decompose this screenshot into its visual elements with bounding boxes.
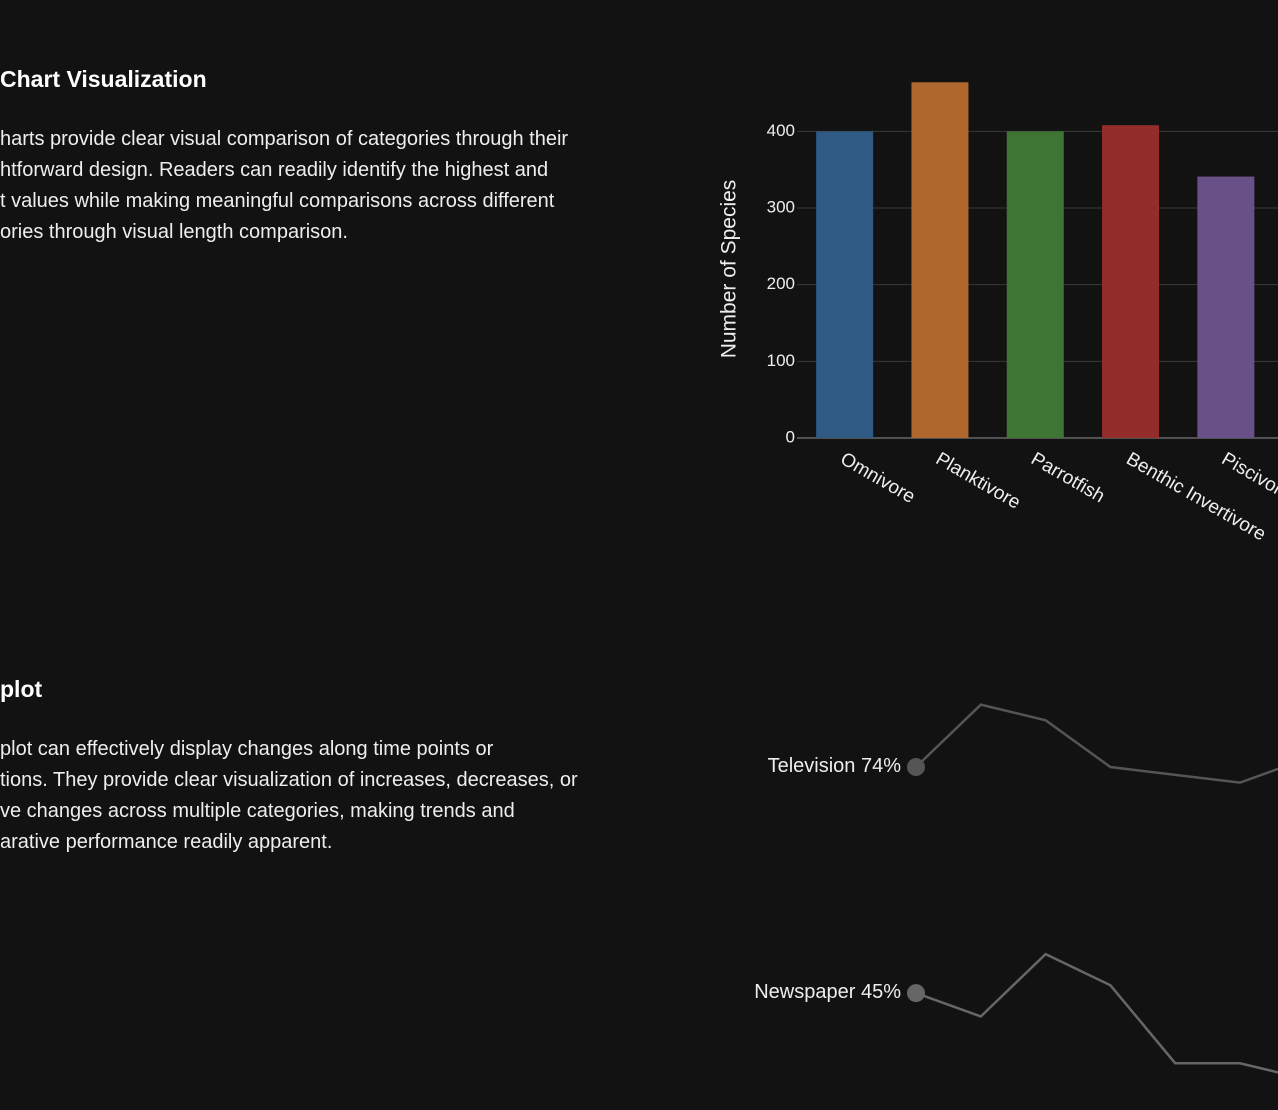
series-name: Newspaper — [754, 981, 856, 1003]
paragraph: plot can effectively display changes alo… — [0, 734, 640, 858]
text-line: t values while making meaningful compari… — [0, 190, 555, 212]
text-line: harts provide clear visual comparison of… — [0, 128, 569, 150]
value-label: 45% — [861, 981, 901, 1003]
bar — [1197, 176, 1255, 439]
y-tick-label: 400 — [767, 121, 795, 140]
value-label: 74% — [861, 755, 901, 777]
series-name: Television — [768, 755, 856, 777]
series-label: Television 74% — [768, 755, 902, 777]
bar — [816, 131, 874, 439]
y-axis-title: Number of Species — [718, 180, 741, 359]
bar — [911, 82, 969, 439]
series-line — [915, 952, 1278, 1074]
text-line: arative performance readily apparent. — [0, 831, 333, 853]
x-tick-label: Parrotfish — [1027, 448, 1108, 507]
x-tick-label: Omnivore — [837, 448, 919, 507]
section-title: plot — [0, 676, 43, 702]
bar — [1006, 131, 1064, 439]
y-tick-label: 100 — [767, 351, 795, 370]
series-line — [915, 703, 1278, 784]
y-tick-label: 0 — [786, 427, 795, 446]
text-line: plot can effectively display changes alo… — [0, 738, 494, 760]
text-line: htforward design. Readers can readily id… — [0, 159, 549, 181]
section: plot plot can effectively display change… — [0, 676, 640, 858]
start-point — [907, 984, 925, 1003]
bar — [1102, 125, 1160, 438]
section-title: Chart Visualization — [0, 66, 207, 92]
text-line: tions. They provide clear visualization … — [0, 769, 578, 791]
text-line: ories through visual length comparison. — [0, 221, 348, 243]
text-line: ve changes across multiple categories, m… — [0, 800, 515, 822]
x-tick-label: Planktivore — [932, 448, 1024, 513]
series-label: Newspaper 45% — [754, 981, 901, 1003]
y-tick-label: 200 — [767, 274, 795, 293]
x-tick-label: Piscivore — [1218, 448, 1278, 505]
section: Chart Visualization harts provide clear … — [0, 66, 640, 248]
start-point — [907, 758, 925, 777]
paragraph: harts provide clear visual comparison of… — [0, 124, 640, 248]
y-tick-label: 300 — [767, 197, 795, 216]
